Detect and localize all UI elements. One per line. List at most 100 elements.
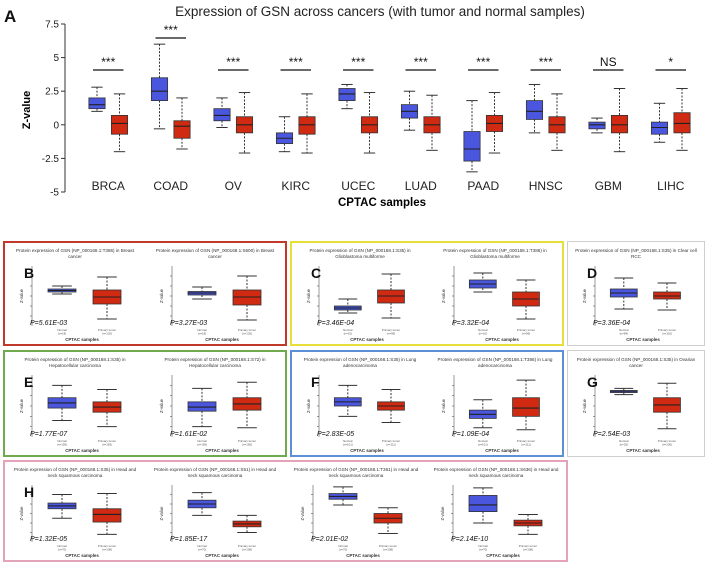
mini-xaxis-title-c1: CPTAC samples — [350, 337, 384, 342]
mini-ylabel-h3: Z-value — [300, 506, 305, 521]
mini-pvalue-f1: P=2.83E-05 — [317, 431, 354, 438]
mini-xlabel-d1-1: Primary tumor (n=110) — [658, 328, 676, 335]
main-box-tumor-brca — [110, 93, 129, 153]
mini-title-b2: Protein expression of GSN (NP_000168.1:S… — [156, 248, 275, 259]
main-x-axis-label: CPTAC samples — [338, 197, 426, 209]
mini-xlabel-f1-1: Primary tumor (n=111) — [382, 439, 400, 446]
mini-ylabel-d1: Z-value — [582, 288, 587, 303]
main-x-tick-label-luad: LUAD — [405, 179, 437, 193]
mini-title-c1: Protein expression of GSN (NP_000168.1:S… — [309, 248, 411, 259]
main-box-tumor-gbm-box — [610, 114, 629, 134]
main-box-tumor-coad — [173, 97, 191, 150]
mini-box-f2-normal — [468, 399, 497, 429]
group-box-c — [290, 241, 564, 346]
group-box-h — [3, 460, 568, 562]
mini-box-h4-normal-box — [468, 495, 498, 513]
main-box-normal-gbm-box — [588, 121, 606, 130]
mini-box-c2-tumor — [512, 279, 540, 320]
mini-chart-f2: Protein expression of GSN (NP_000168.1:T… — [438, 357, 553, 453]
panel-letter-h: H — [24, 484, 34, 500]
mini-chart-c1: Protein expression of GSN (NP_000168.1:S… — [306, 248, 411, 342]
main-chart-title: Expression of GSN across cancers (with t… — [175, 4, 585, 19]
group-box-b — [3, 241, 287, 346]
main-x-tick-label-ucec: UCEC — [341, 179, 375, 193]
mini-xlabel-h2-0: Normal (n=70) — [197, 544, 207, 551]
main-box-normal-paad-box — [463, 131, 481, 162]
mini-box-c1-normal — [333, 298, 362, 314]
group-box-d — [567, 241, 705, 346]
mini-xlabel-b2-1: Primary tumor (n=125) — [238, 328, 256, 335]
mini-title-f1: Protein expression of GSN (NP_000168.1:S… — [304, 357, 417, 368]
main-x-tick-label-hnsc: HNSC — [529, 179, 563, 193]
main-box-normal-ucec-box — [338, 88, 356, 102]
mini-ylabel-e1: Z-value — [19, 398, 24, 413]
main-box-tumor-kirc-box — [298, 116, 316, 135]
mini-xlabel-g1-0: Normal (n=25) — [619, 439, 629, 446]
mini-ylabel-h2: Z-value — [159, 506, 164, 521]
main-box-tumor-gbm — [610, 88, 629, 153]
main-box-normal-ov-box — [213, 108, 231, 122]
main-y-tick-label: 0 — [53, 120, 59, 131]
group-box-f — [290, 350, 564, 457]
mini-ylabel-f2: Z-value — [441, 398, 446, 413]
mini-title-f2: Protein expression of GSN (NP_000168.1:T… — [438, 357, 553, 368]
main-significance-ucec: *** — [351, 55, 365, 69]
mini-xlabel-b2-0: Normal (n=18) — [197, 328, 207, 335]
mini-xlabel-e2-0: Normal (n=159) — [197, 439, 207, 446]
mini-xaxis-title-h1: CPTAC samples — [65, 553, 99, 558]
mini-ylabel-e2: Z-value — [159, 398, 164, 413]
mini-xlabel-f1-0: Normal (n=101) — [343, 439, 353, 446]
mini-chart-g1: Protein expression of GSN (NP_000168.1:S… — [577, 357, 696, 453]
main-x-tick-label-brca: BRCA — [92, 179, 125, 193]
main-box-normal-gbm — [588, 117, 606, 134]
mini-pvalue-g1: P=2.54E-03 — [593, 431, 630, 438]
mini-title-h2: Protein expression of GSN (NP_000168.1:S… — [154, 467, 277, 478]
mini-title-h1: Protein expression of GSN (NP_000168.1:S… — [14, 467, 137, 478]
mini-xlabel-g1-1: Primary tumor (n=100) — [658, 439, 676, 446]
mini-pvalue-h4: P=2.14E-10 — [451, 536, 488, 543]
mini-xaxis-title-h4: CPTAC samples — [486, 553, 520, 558]
mini-chart-h1: Protein expression of GSN (NP_000168.1:S… — [14, 467, 137, 558]
mini-xlabel-e2-1: Primary tumor (n=165) — [238, 439, 256, 446]
main-significance-hnsc: *** — [539, 55, 553, 69]
main-y-tick-label: 2.5 — [45, 87, 59, 98]
main-significance-luad: *** — [414, 55, 428, 69]
mini-box-c2-normal — [468, 272, 497, 293]
panel-letter-a: A — [4, 7, 16, 26]
mini-pvalue-b1: P=5.61E-03 — [30, 320, 67, 327]
main-box-tumor-lihc — [673, 88, 691, 151]
main-significance-paad: *** — [476, 55, 490, 69]
mini-box-c1-tumor — [377, 273, 405, 319]
main-box-tumor-hnsc — [548, 93, 566, 151]
mini-xlabel-c2-1: Primary tumor (n=99) — [517, 328, 535, 335]
mini-xaxis-title-b2: CPTAC samples — [205, 337, 239, 342]
mini-title-c2: Protein expression of GSN (NP_000168.1:T… — [443, 248, 547, 259]
mini-box-f2-tumor — [512, 379, 540, 431]
mini-pvalue-d1: P=3.36E-04 — [593, 320, 630, 327]
mini-xlabel-h3-1: Primary tumor (n=108) — [379, 544, 397, 551]
mini-title-b1: Protein expression of GSN (NP_000168.1:T… — [16, 248, 135, 259]
mini-box-b1-tumor — [92, 276, 122, 320]
mini-xlabel-e1-1: Primary tumor (n=165) — [98, 439, 116, 446]
mini-pvalue-c2: P=3.32E-04 — [452, 320, 489, 327]
mini-xaxis-title-h2: CPTAC samples — [205, 553, 239, 558]
mini-xaxis-title-b1: CPTAC samples — [65, 337, 99, 342]
main-box-tumor-ov — [235, 92, 254, 154]
mini-xlabel-f2-0: Normal (n=101) — [478, 439, 488, 446]
main-box-normal-paad — [463, 100, 481, 173]
mini-xaxis-title-f1: CPTAC samples — [350, 448, 384, 453]
main-box-normal-kirc — [275, 116, 294, 153]
main-x-tick-label-ov: OV — [225, 179, 242, 193]
mini-box-h3-tumor — [373, 507, 403, 534]
main-y-tick-label: -2.5 — [42, 154, 60, 165]
main-y-axis-label: Z-value — [21, 91, 33, 130]
mini-pvalue-h3: P=2.01E-02 — [311, 536, 348, 543]
mini-chart-d1: Protein expression of GSN (NP_000168.1:S… — [575, 248, 697, 342]
mini-xlabel-b1-1: Primary tumor (n=125) — [98, 328, 116, 335]
main-box-tumor-ucec — [360, 92, 379, 154]
panel-letter-c: C — [311, 265, 321, 281]
mini-box-h2-tumor — [232, 514, 262, 533]
mini-box-h2-normal — [187, 492, 217, 516]
mini-chart-h3: Protein expression of GSN (NP_000168.1:T… — [294, 467, 419, 558]
mini-ylabel-f1: Z-value — [306, 398, 311, 413]
